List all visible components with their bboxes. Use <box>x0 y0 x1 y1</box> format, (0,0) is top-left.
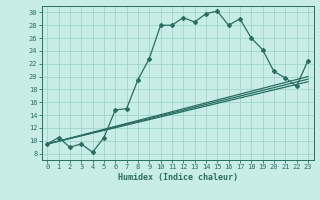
X-axis label: Humidex (Indice chaleur): Humidex (Indice chaleur) <box>118 173 237 182</box>
